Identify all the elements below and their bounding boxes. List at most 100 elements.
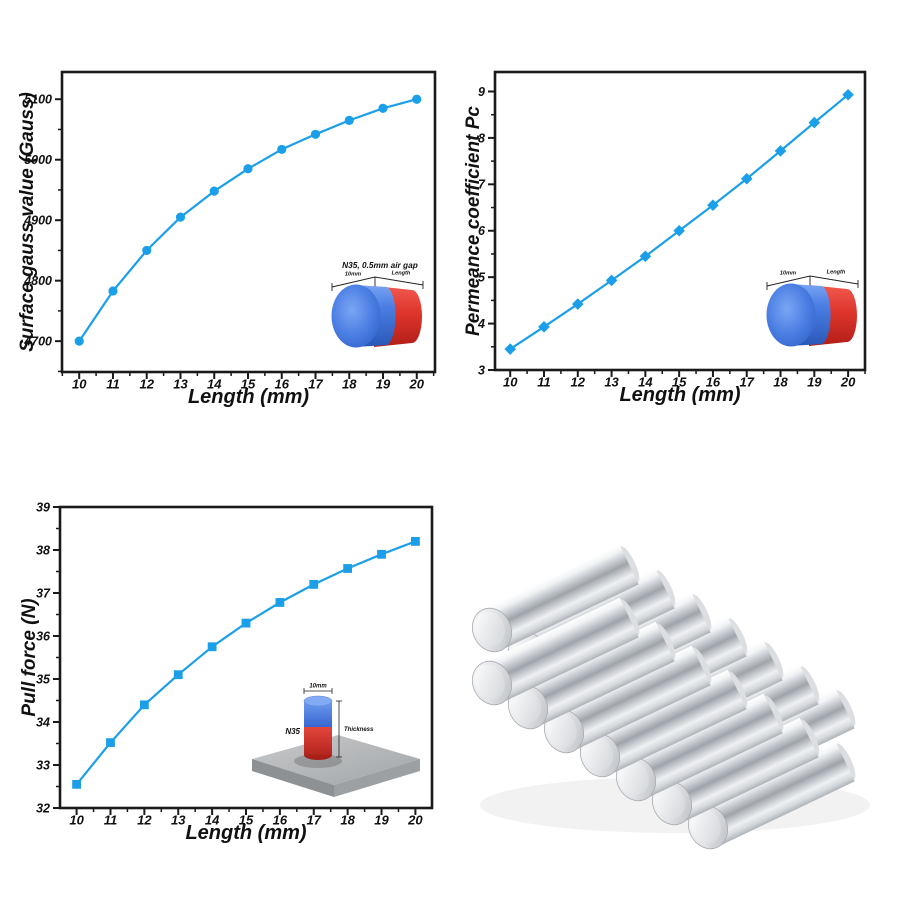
y-tick-label: 38 [36,543,50,557]
data-point [108,286,118,296]
axes: 10 11 12 13 14 15 16 17 18 19 20 32 33 34 35 36 37 38 39 [36,500,423,827]
y-tick-label: 5000 [24,153,52,167]
plot-border [58,505,434,810]
data-point [207,642,217,652]
data-point [605,274,618,287]
x-tick-label: 19 [376,377,391,392]
y-tick-label: 37 [36,586,51,600]
x-axis-label: Length (mm) [185,822,306,844]
magnet-top-face [303,695,333,707]
magnet-cylinder [579,669,748,778]
data-point [344,115,354,125]
series-markers [72,537,420,789]
data-point [538,321,550,333]
y-tick-label: 36 [36,629,51,643]
steel-plate-top [252,735,420,785]
x-tick-label: 20 [407,813,423,828]
y-tick-label: 8 [478,131,485,145]
x-tick-label: 15 [672,375,687,390]
y-tick-label: 32 [36,801,50,815]
chart-pull-force: 10 11 12 13 14 15 16 17 18 19 20 32 33 34 35 36 37 38 39 Le… [0,440,450,900]
x-tick-label: 16 [275,377,290,392]
y-tick-label: 3 [478,363,485,377]
y-tick-label: 7 [478,178,486,192]
x-tick-label: 10 [69,813,84,828]
x-tick-label: 20 [409,377,425,392]
data-point [707,199,719,212]
y-axis-label: Permeance coefficient Pc [463,106,484,336]
data-point [142,245,152,256]
y-tick-label: 5 [478,271,486,285]
magnet-face [766,283,816,347]
y-tick-label: 33 [36,758,50,772]
data-point [74,336,84,346]
x-axis-label: Length (mm) [619,384,740,406]
data-point [175,212,186,222]
data-point [740,172,753,185]
x-tick-label: 13 [173,377,188,392]
x-tick-label: 17 [307,813,322,828]
thickness-label: Thickness [344,727,374,733]
data-point [343,564,353,573]
x-tick-label: 12 [137,813,152,828]
magnet-red-half [304,727,332,755]
data-point [173,670,183,680]
data-point [310,129,321,139]
series-markers [504,88,854,355]
x-tick-label: 15 [241,377,256,392]
x-tick-label: 10 [503,375,518,390]
x-tick-label: 10 [72,377,87,392]
x-tick-label: 17 [740,375,755,390]
data-point [243,164,253,174]
data-point [309,580,319,589]
x-tick-label: 14 [207,377,222,392]
data-point [412,94,422,104]
inset-magnet-diagram: 10mm Length [766,270,859,347]
data-point [504,343,517,355]
x-tick-label: 18 [342,377,357,392]
y-tick-label: 9 [478,85,485,99]
steel-plate-left [252,759,334,797]
y-tick-label: 4800 [23,274,52,288]
x-axis-label: Length (mm) [188,386,309,408]
magnet-face [331,284,381,348]
magnet-cylinder [651,717,820,826]
steel-plate-right [334,759,420,797]
data-point [639,250,652,263]
x-tick-label: 13 [604,375,619,390]
x-tick-label: 19 [374,813,389,828]
magnet-cylinder [471,597,640,706]
x-tick-label: 17 [308,377,323,392]
y-tick-label: 4 [477,317,485,331]
permeance-plot: 10 11 12 13 14 15 16 17 18 19 20 3 4 5 6 7 8 9 Length (mm)… [463,70,867,406]
data-point [377,549,386,559]
data-point [275,598,285,607]
data-point [209,186,219,196]
data-point [139,700,149,710]
y-axis-label: Pull force (N) [19,598,40,716]
inset-caption: N35, 0.5mm air gap [342,260,418,270]
y-tick-label: 6 [478,224,486,238]
data-point [808,116,821,129]
magnet-stack-image [471,544,870,850]
x-tick-label: 11 [537,375,551,390]
magnet-cylinder [507,621,676,730]
x-tick-label: 12 [139,377,154,392]
x-tick-label: 19 [807,375,822,390]
x-tick-label: 15 [239,813,254,828]
y-tick-label: 39 [36,500,50,514]
surface-gauss-plot: 10 11 12 13 14 15 16 17 18 19 20 4700 4800 4900 5000 51… [17,70,437,408]
length-label: Length [827,270,846,276]
chart-surface-gauss: 10 11 12 13 14 15 16 17 18 19 20 4700 4800 4900 5000 51… [0,0,450,440]
grade-label: N35 [285,727,300,736]
x-tick-label: 18 [340,813,355,828]
data-point [774,145,787,157]
chart-permeance-coefficient: 10 11 12 13 14 15 16 17 18 19 20 3 4 5 6 7 8 9 Length (mm)… [450,0,900,440]
x-tick-label: 16 [273,813,288,828]
diameter-label: 10mm [780,271,796,277]
length-label: Length [392,271,411,277]
magnet-row-bottom [471,597,856,850]
magnet-cylinder [471,544,640,653]
inset-magnet-diagram: N35, 0.5mm air gap 10mm Length [331,260,424,348]
